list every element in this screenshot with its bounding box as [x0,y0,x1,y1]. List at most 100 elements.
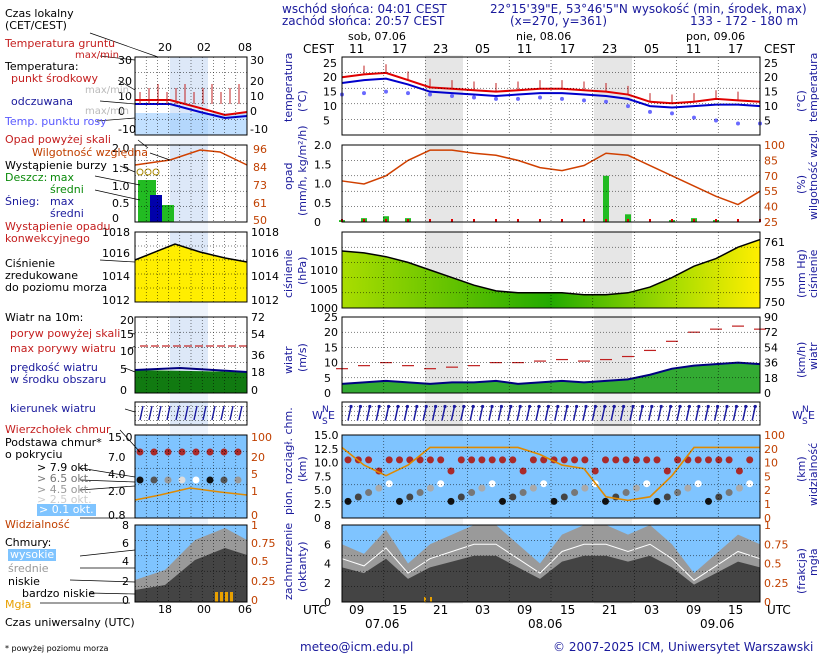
cloud-base-dot [385,480,393,488]
legend-fog-tick: 0.5 [251,555,269,568]
legend-vis-tick: 1 [251,485,258,498]
legend-wind-tick: 15 [120,328,134,341]
legend-cb-dot [220,448,228,456]
precip-dot [517,219,519,222]
visibility-right-tick: 100 [764,429,785,442]
precip-left-unit: (mm/h, kg/m²/h) [296,125,309,216]
wind-speed-line [341,361,761,385]
cloud-left-label: pion. rozciągł. chm. [282,407,295,515]
cloud-base-dot [406,493,414,501]
bottom-hour: 03 [644,603,660,617]
precip-dot [583,219,585,222]
wind-dir-arrow [751,406,756,421]
legend-temp-tick-r: 10 [250,90,264,103]
wind-dir-head [631,404,635,409]
legend-wind-speed: prędkość wiatru [10,361,98,374]
legend-snow-bar [150,195,162,222]
legend-cl-vlow: bardzo niskie [22,587,95,600]
dewpoint-point [450,94,454,98]
cloud-panel-frame [341,434,761,519]
wind-left-tick: 0 [324,387,331,400]
rain-bar [625,214,631,222]
wind-dir-head [565,404,569,409]
legend-cover-tick: 8 [122,519,129,532]
legend-cb-dot [164,448,172,456]
cb-top-dot [571,456,579,464]
wind-dir-head [716,404,720,409]
wind-dir-arrow [629,406,634,421]
legend-wind-tick-r: 0 [251,384,258,397]
bottom-hour: 15 [560,603,576,617]
legend-pointer [94,189,141,201]
cloud-base-dot [457,493,465,501]
elevation-values: 133 - 172 - 180 m [690,14,799,28]
legend-cover-tick: 6 [122,537,129,550]
wind-dir-arrow [403,406,409,421]
legend-dir-arrow [202,405,207,421]
legend-okt-1: > 7.9 okt. [37,461,92,474]
wind-dir-arrow [478,406,484,421]
legend-pointer [99,259,136,263]
wind-dir-head [396,404,400,409]
cover-panel-grid [341,525,761,602]
legend-precip-above: Opad powyżej skali [5,133,111,146]
visibility-right-tick: 1 [764,498,771,511]
cloud-base-dot [499,497,506,505]
fog-right-tick: 0.75 [764,538,789,551]
legend-ground-temp: Temperatura gruntu [5,37,116,50]
wind-dir-head [368,404,372,409]
compass-s: S [322,417,328,427]
wind-dir-head [593,404,598,409]
footer-email[interactable]: meteo@icm.edu.pl [300,640,414,654]
precip-dot [561,219,563,222]
wind-dir-head [518,404,522,409]
wind-dir-arrow [619,406,625,421]
pressure-right-tick: 758 [764,256,785,269]
precip-left-tick: 1.5 [314,158,332,171]
cover-right-label: mgła [807,548,820,576]
precip-left-tick: 0.5 [314,197,332,210]
fog-right-tick: 0.5 [764,558,782,571]
legend-max-min-2: max/min [85,106,130,117]
wind-left-tick: 20 [324,326,338,339]
legend-pressure-tick-r: 1014 [251,270,279,283]
wind-right-tick: 36 [764,357,778,370]
legend-precip-conv: Wystąpienie opadu [5,220,111,233]
legend-cl-high: wysokie [8,548,57,561]
top-hour: 17 [728,42,744,56]
dewpoint-point [670,111,674,116]
wind-dir-head [575,404,579,409]
legend-temp-tick-r: 20 [250,75,264,88]
day-label-2: nie, 08.06 [516,30,572,43]
legend-perceived: odczuwana [11,95,73,108]
legend-fog: Mgła [5,598,32,611]
legend-precip-tick: 2.0 [112,142,130,155]
cloud-base-dot [529,484,537,492]
compass-e2: E [808,409,815,422]
cloud-base-dot [581,484,589,492]
legend-hour-top: 08 [238,41,252,54]
legend-hour-top: 20 [158,41,172,54]
day-label-1: sob, 07.06 [348,30,406,43]
wind-dir-arrow [394,406,399,421]
dewpoint-point [626,104,630,109]
legend-pressure-area [135,244,247,302]
legend-pressure-tick: 1014 [102,270,130,283]
wind-panel-frame [341,316,761,394]
cloud-base-dot [715,493,723,501]
legend-cb-dot [178,448,186,456]
legend-cloud-tick: 0.8 [108,509,126,522]
wind-dir-panel-frame [341,401,761,426]
legend-temp-tick: 10 [118,90,132,103]
temp-panel-grid [341,57,761,135]
wind-area [342,362,760,393]
cb-top-dot [622,456,630,464]
legend-dir-arrow [238,405,243,421]
precip-dot [693,219,695,222]
coords-text: 22°15'39"E, 53°46'5"N [490,2,628,16]
temp-left-tick: 25 [323,57,337,70]
legend-humidity-tick: 96 [253,143,267,156]
top-hour: 23 [602,42,618,56]
